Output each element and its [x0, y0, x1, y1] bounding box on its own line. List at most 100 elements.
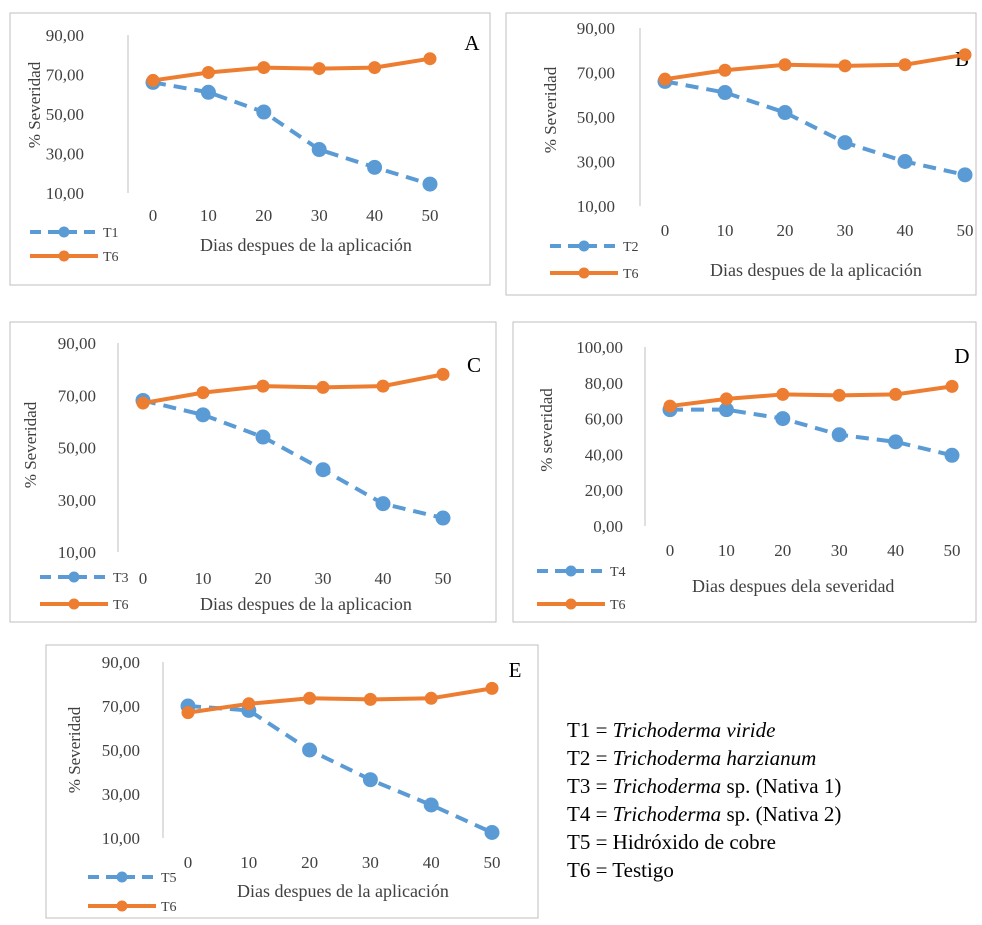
legend-label: T5: [161, 871, 177, 886]
x-tick-label: 0: [661, 221, 670, 240]
data-point-t6: [776, 387, 790, 401]
data-point-t1: [200, 84, 216, 100]
legend-entry-t6: T6: [40, 598, 129, 613]
x-tick-label: 20: [255, 569, 272, 588]
x-tick-label: 0: [139, 569, 148, 588]
data-point-t6: [424, 691, 438, 705]
x-tick-label: 30: [831, 541, 848, 560]
data-point-t6: [832, 388, 846, 402]
y-tick-label: 90,00: [102, 653, 140, 672]
y-tick-label: 30,00: [58, 491, 96, 510]
x-axis-label: Dias despues de la aplicación: [200, 235, 412, 255]
data-point-t6: [658, 72, 672, 86]
x-tick-label: 30: [311, 206, 328, 225]
y-tick-label: 80,00: [585, 374, 623, 393]
data-point-t5: [302, 742, 318, 758]
data-point-t6: [945, 379, 959, 393]
data-point-t1: [367, 159, 383, 175]
chart-panel-e: E 90,00 70,00 50,00 30,00 10,00 % Severidad 0 10…: [45, 644, 539, 919]
data-point-t6: [363, 692, 377, 706]
x-tick-label: 40: [423, 853, 440, 872]
y-axis-label: % Severidad: [65, 706, 84, 793]
y-tick-label: 10,00: [577, 197, 615, 216]
data-point-t3: [255, 429, 271, 445]
data-point-t3: [435, 510, 451, 526]
legend-entry-t4: T4: [537, 565, 626, 580]
legend-marker: [565, 598, 577, 610]
data-point-t3: [195, 407, 211, 423]
data-point-t2: [777, 105, 793, 121]
data-point-t5: [423, 797, 439, 813]
x-tick-label: 50: [422, 206, 439, 225]
y-axis-label: % severidad: [537, 388, 556, 472]
legend-marker: [116, 871, 128, 883]
legend-entry-t5: T5: [88, 871, 177, 886]
y-tick-label: 10,00: [46, 184, 84, 203]
y-tick-label: 90,00: [58, 334, 96, 353]
data-point-t5: [362, 772, 378, 788]
y-tick-label: 90,00: [46, 26, 84, 45]
data-point-t6: [242, 697, 256, 711]
x-tick-label: 50: [435, 569, 452, 588]
x-tick-label: 40: [897, 221, 914, 240]
data-point-t6: [196, 386, 210, 400]
data-point-t6: [312, 62, 326, 76]
x-axis-label: Dias despues de la aplicacion: [200, 594, 412, 614]
x-tick-label: 20: [301, 853, 318, 872]
panel-frame: [9, 12, 491, 286]
chart-panel-c: C 90,00 70,00 50,00 30,00 10,00 % Severidad 0 10…: [9, 321, 497, 623]
treatment-key: T1 = Trichoderma viride T2 = Trichoderma…: [567, 716, 841, 884]
y-tick-label: 0,00: [593, 517, 623, 536]
legend-entry-t1: T1: [30, 226, 119, 241]
legend-entry-t3: T3: [40, 571, 129, 586]
y-tick-label: 70,00: [577, 64, 615, 83]
y-axis-label: % Severidad: [21, 401, 40, 488]
data-point-t6: [423, 52, 437, 66]
legend-label: T4: [610, 565, 626, 580]
data-point-t2: [957, 167, 973, 183]
legend-label: T6: [161, 900, 177, 915]
x-tick-label: 30: [362, 853, 379, 872]
series-line-t6: [669, 384, 953, 409]
data-point-t4: [888, 434, 904, 450]
legend-label: T3: [113, 571, 129, 586]
series-line-t6: [664, 52, 966, 82]
series-line-t6: [187, 686, 493, 715]
x-tick-label: 10: [195, 569, 212, 588]
x-tick-label: 20: [777, 221, 794, 240]
data-point-t1: [256, 104, 272, 120]
y-tick-label: 70,00: [58, 386, 96, 405]
legend-entry-t6: T6: [550, 267, 639, 282]
data-point-t6: [146, 73, 160, 87]
x-axis-label: Dias despues dela severidad: [692, 576, 894, 596]
treatment-key-row-t1: T1 = Trichoderma viride: [567, 718, 776, 742]
data-point-t6: [436, 367, 450, 381]
treatment-key-row-t4: T4 = Trichoderma sp. (Nativa 2): [567, 802, 842, 826]
legend-label: T1: [103, 226, 119, 241]
panel-frame: [45, 644, 539, 919]
data-point-t6: [257, 61, 271, 75]
panel-frame: [512, 321, 977, 623]
y-axis-label: % Severidad: [541, 66, 560, 153]
data-point-t6: [958, 48, 972, 62]
y-tick-label: 20,00: [585, 481, 623, 500]
legend-label: T2: [623, 240, 639, 255]
data-point-t6: [719, 392, 733, 406]
legend-entry-t6: T6: [30, 250, 119, 265]
data-point-t2: [897, 154, 913, 169]
legend-marker: [565, 565, 577, 577]
data-point-t6: [663, 399, 677, 413]
legend-marker: [58, 226, 70, 238]
data-point-t6: [136, 396, 150, 410]
legend-label: T6: [610, 598, 626, 613]
x-tick-label: 40: [375, 569, 392, 588]
panel-letter: A: [464, 31, 480, 55]
y-axis-label: % Severidad: [25, 61, 44, 148]
x-tick-label: 40: [887, 541, 904, 560]
x-tick-label: 0: [149, 206, 158, 225]
panel-frame: [9, 321, 497, 623]
x-tick-label: 10: [200, 206, 217, 225]
treatment-key-row-t5: T5 = Hidróxido de cobre: [567, 830, 776, 854]
data-point-t6: [778, 58, 792, 72]
